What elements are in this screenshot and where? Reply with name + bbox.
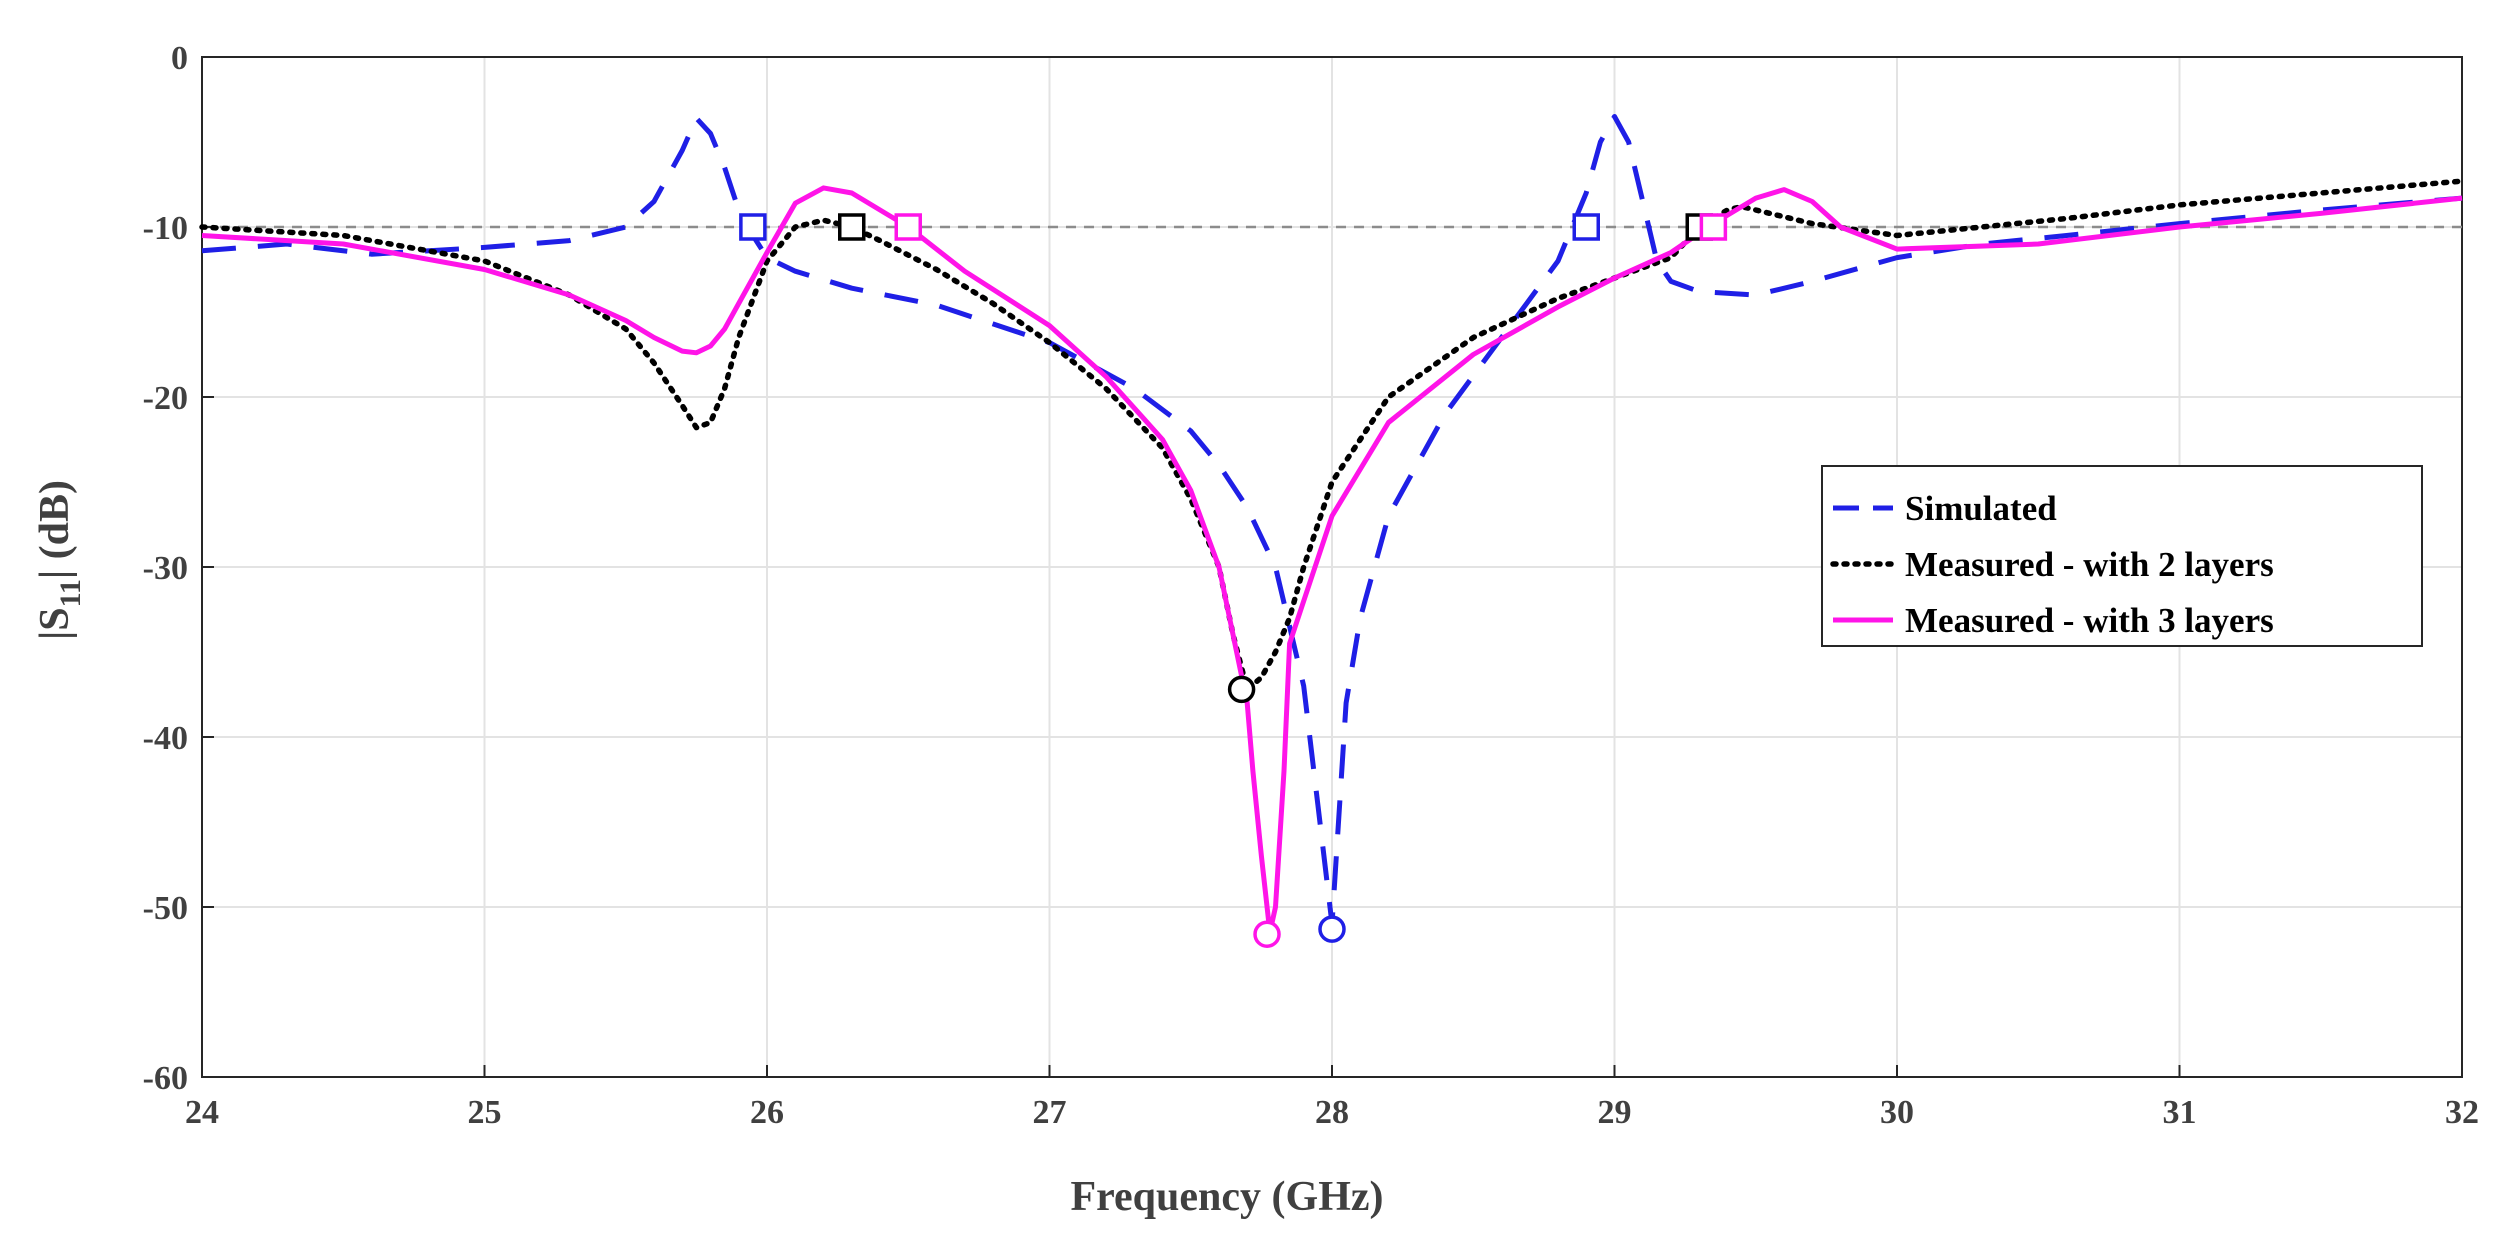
x-tick-label: 24	[185, 1094, 219, 1131]
marker-layer	[739, 213, 1728, 948]
x-axis-ticks: 24 25 26 27 28 29 30 31 32	[185, 1065, 2479, 1131]
y-tick-label: -20	[143, 380, 188, 417]
y-tick-label: -50	[143, 890, 188, 927]
x-axis-title: Frequency (GHz)	[1071, 1174, 1384, 1220]
y-tick-label: -40	[143, 720, 188, 757]
x-tick-label: 30	[1880, 1094, 1914, 1131]
legend-label-simulated: Simulated	[1905, 489, 2057, 528]
y-tick-label: 0	[171, 40, 188, 77]
x-tick-label: 28	[1315, 1094, 1349, 1131]
legend-box	[1821, 465, 2423, 647]
x-tick-label: 27	[1033, 1094, 1067, 1131]
series-layer	[199, 114, 2465, 935]
y-axis-title: |S11| (dB)	[32, 480, 87, 640]
marker-square-simulated	[739, 213, 767, 241]
series-line-simulated	[201, 114, 2463, 927]
x-tick-label: 26	[750, 1094, 784, 1131]
marker-circle-simulated	[1318, 915, 1346, 943]
x-tick-label: 25	[468, 1094, 502, 1131]
marker-square-measured-with-2-layers	[838, 213, 866, 241]
x-tick-label: 32	[2445, 1094, 2479, 1131]
y-tick-label: -60	[143, 1060, 188, 1097]
y-tick-label: -10	[143, 210, 188, 247]
series-line-measured-with-3-layers	[201, 185, 2463, 935]
marker-circle-measured-with-3-layers	[1253, 920, 1281, 948]
y-tick-label: -30	[143, 550, 188, 587]
y-axis-ticks: 0 -10 -20 -30 -40 -50 -60	[143, 40, 214, 1097]
series-line-measured-with-2-layers	[199, 178, 2465, 693]
marker-square-measured-with-3-layers	[1699, 213, 1728, 241]
legend-label-measured-with-2-layers: Measured - with 2 layers	[1905, 545, 2274, 584]
legend-label-measured-with-3-layers: Measured - with 3 layers	[1905, 601, 2274, 640]
x-tick-label: 29	[1598, 1094, 1632, 1131]
marker-square-simulated	[1572, 213, 1600, 241]
legend: Simulated Measured - with 2 layers Measure…	[1821, 465, 2423, 647]
marker-circle-measured-with-2-layers	[1227, 675, 1256, 704]
x-tick-label: 31	[2163, 1094, 2197, 1131]
marker-square-measured-with-3-layers	[894, 213, 922, 241]
